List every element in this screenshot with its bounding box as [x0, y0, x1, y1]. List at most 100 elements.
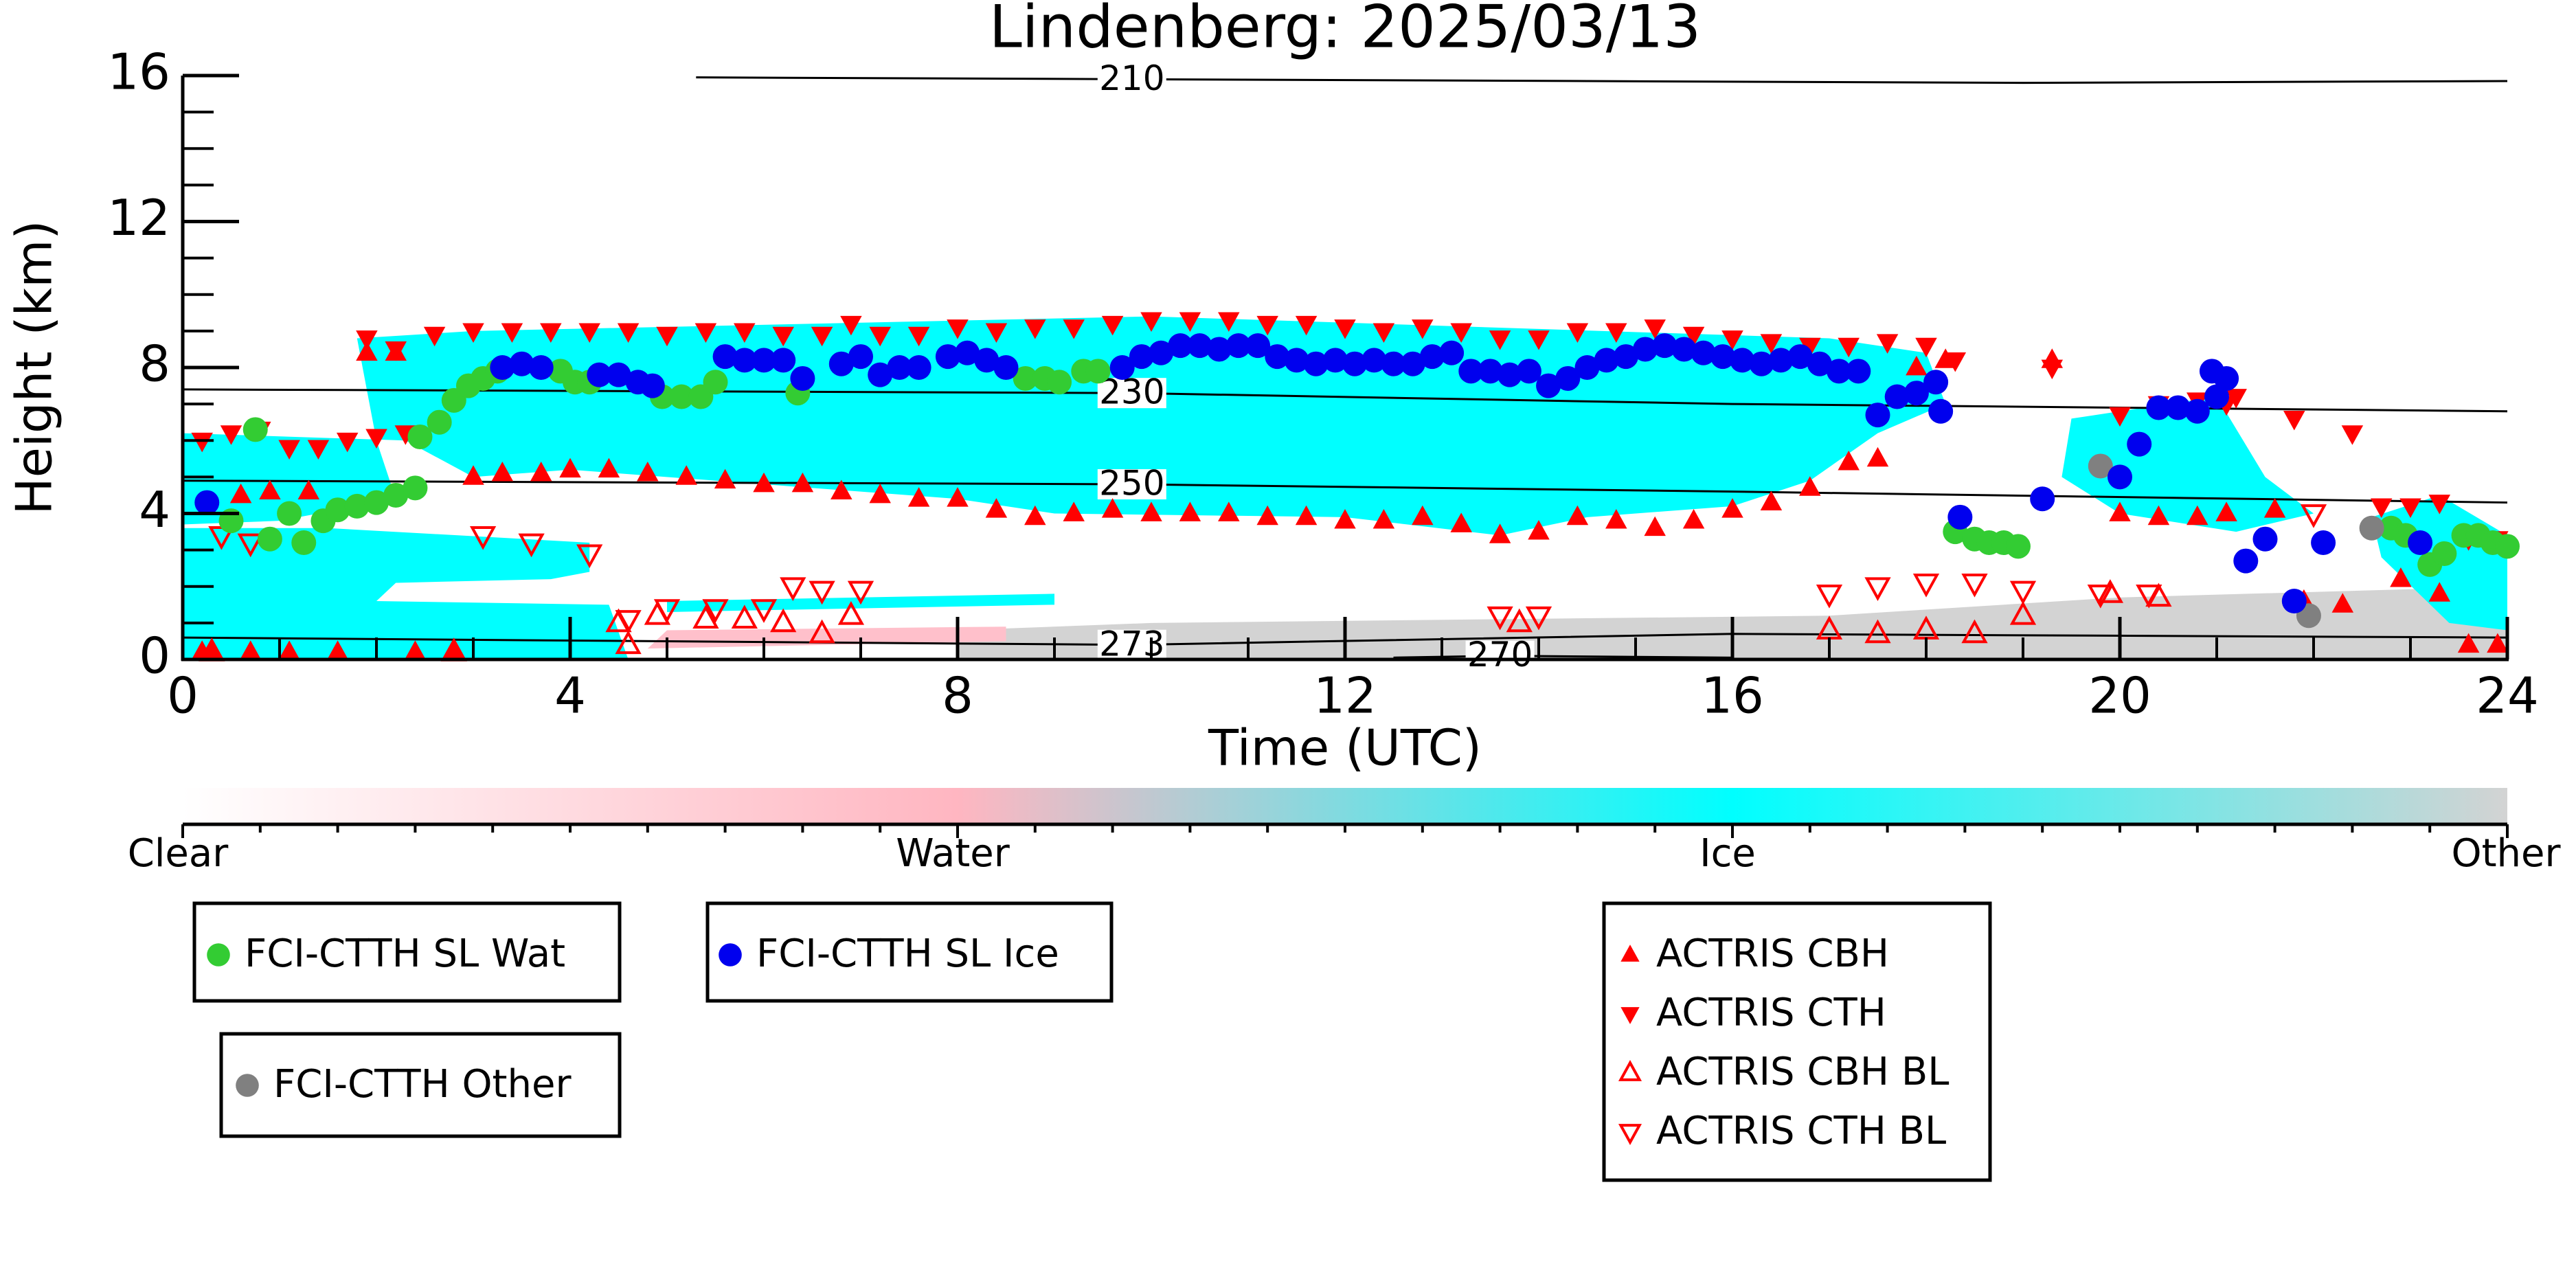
point: [887, 355, 912, 380]
point: [1536, 373, 1561, 398]
point: [1129, 344, 1154, 370]
point: [848, 344, 873, 370]
point: [731, 605, 758, 629]
y-tick-label: 12: [107, 189, 170, 247]
point: [501, 323, 523, 343]
point: [1906, 355, 1928, 376]
contour-line: [696, 76, 2508, 84]
point: [1749, 351, 1774, 376]
legend-label: ACTRIS CTH BL: [1656, 1109, 1946, 1153]
point: [2283, 410, 2305, 431]
point: [344, 493, 370, 519]
point: [2432, 541, 2457, 566]
point: [1024, 505, 1046, 526]
point: [1827, 359, 1852, 384]
point: [491, 461, 514, 482]
point: [1024, 319, 1046, 339]
point: [383, 482, 409, 508]
contour-label: 273: [1099, 624, 1164, 664]
point: [1322, 348, 1348, 373]
point: [407, 424, 433, 449]
point: [404, 640, 427, 660]
point: [1412, 505, 1434, 526]
point: [2457, 633, 2480, 653]
point: [1256, 315, 1278, 336]
contour-label: 250: [1099, 464, 1164, 504]
point: [1912, 574, 1940, 598]
point: [907, 487, 930, 507]
point: [598, 457, 620, 478]
point: [640, 373, 665, 398]
point: [772, 326, 794, 347]
point: [1620, 1007, 1640, 1024]
point: [2341, 425, 2364, 445]
legend-label: FCI-CTTH SL Wat: [245, 931, 565, 976]
point: [2408, 530, 2433, 555]
point: [427, 409, 452, 435]
point: [2005, 534, 2031, 559]
point: [993, 355, 1019, 380]
point: [1109, 355, 1135, 380]
point: [1168, 333, 1193, 359]
point: [1884, 384, 1910, 409]
point: [2041, 359, 2064, 380]
point: [840, 315, 862, 336]
point: [669, 384, 694, 409]
point: [297, 479, 320, 500]
point: [1284, 348, 1309, 373]
point: [606, 362, 631, 387]
markers: [191, 312, 2520, 662]
x-tick-label: 4: [554, 667, 586, 725]
point: [469, 526, 497, 550]
point: [291, 530, 317, 555]
point: [1334, 509, 1356, 529]
point: [1179, 501, 1201, 521]
point: [587, 362, 612, 387]
point: [1710, 344, 1735, 370]
legend-label: ACTRIS CBH BL: [1656, 1050, 1949, 1094]
x-tick-label: 16: [1701, 667, 1764, 725]
contours: 210 230 250 273 270: [182, 58, 2508, 675]
point: [1497, 362, 1522, 387]
point: [257, 526, 282, 552]
point: [809, 619, 835, 644]
point: [615, 630, 642, 655]
point: [770, 608, 797, 633]
point: [1730, 348, 1755, 373]
point: [1063, 501, 1085, 521]
point: [753, 472, 775, 493]
point: [509, 351, 534, 376]
point: [1866, 447, 1889, 467]
point: [656, 326, 678, 347]
y-tick-label: 0: [139, 627, 170, 685]
point: [365, 429, 387, 449]
point: [237, 533, 264, 558]
point: [1923, 370, 1949, 395]
point: [2146, 395, 2171, 420]
point: [220, 425, 242, 445]
legend-box: [705, 901, 1114, 1003]
point: [790, 365, 815, 391]
point: [1063, 319, 1085, 339]
point: [617, 323, 640, 343]
point: [2370, 498, 2393, 518]
chart-title: Lindenberg: 2025/03/13: [989, 0, 1701, 61]
point: [1961, 574, 1988, 598]
point: [1013, 365, 1038, 391]
point: [1928, 398, 1954, 424]
point: [703, 370, 728, 395]
point: [1303, 351, 1329, 376]
point: [1256, 505, 1278, 526]
point: [1864, 577, 1891, 601]
point: [1865, 403, 1890, 428]
point: [1760, 490, 1783, 510]
point: [906, 355, 931, 380]
point: [1458, 359, 1484, 384]
point: [1903, 381, 1929, 406]
point: [1864, 619, 1891, 644]
point: [1101, 498, 1124, 518]
point: [1633, 337, 1658, 362]
point: [2087, 584, 2114, 609]
x-tick-label: 20: [2088, 667, 2151, 725]
